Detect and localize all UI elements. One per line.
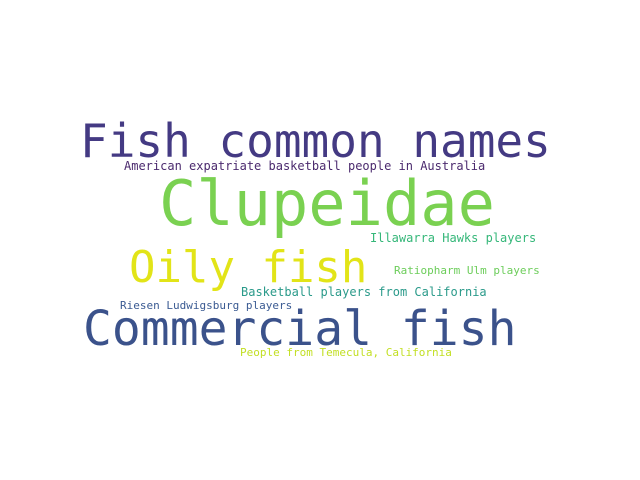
word-american-expatriate: American expatriate basketball people in… (124, 159, 486, 173)
word-ratiopharm-ulm: Ratiopharm Ulm players (394, 264, 540, 277)
word-oily-fish: Oily fish (129, 242, 368, 293)
word-basketball-california: Basketball players from California (241, 285, 487, 299)
word-clupeidae: Clupeidae (159, 167, 495, 240)
word-people-temecula: People from Temecula, California (240, 346, 452, 359)
word-fish-common-names: Fish common names (80, 114, 551, 168)
word-riesen-ludwigsburg: Riesen Ludwigsburg players (120, 299, 293, 312)
word-illawarra-hawks: Illawarra Hawks players (370, 231, 537, 245)
word-commercial-fish: Commercial fish (83, 301, 517, 357)
